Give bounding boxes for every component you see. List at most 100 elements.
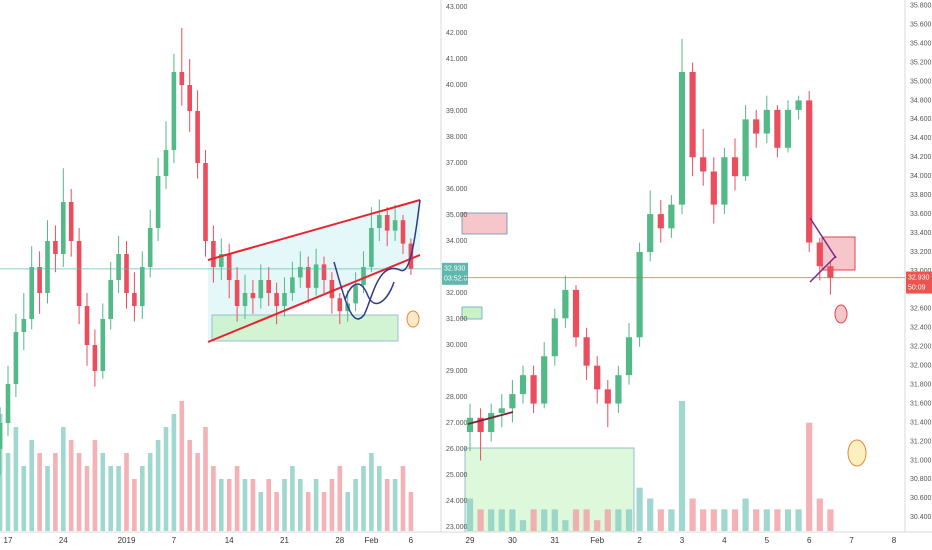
candle-body [753, 119, 760, 134]
candle-body [530, 375, 537, 404]
volume-bar [498, 509, 505, 531]
volume-bar [282, 479, 287, 531]
y-tick-label: 35.800 [910, 3, 932, 10]
volume-bar [37, 453, 42, 531]
volume-bar [668, 509, 675, 531]
trend-line [207, 254, 421, 343]
volume-bar [689, 498, 696, 531]
x-tick-label: 21 [280, 536, 289, 545]
candle-body [572, 289, 580, 338]
marker-circle [406, 310, 420, 328]
volume-bar [763, 509, 770, 531]
volume-bar [488, 509, 495, 531]
x-tick-label: 8 [892, 536, 897, 545]
volume-bar [710, 509, 717, 531]
y-tick-label: 26.000 [446, 446, 468, 453]
x-tick-label: 24 [59, 536, 68, 545]
volume-bar [219, 479, 224, 531]
candle-body [171, 72, 177, 151]
y-tick-label: 36.000 [446, 186, 468, 193]
candle-body [509, 394, 516, 409]
candle-body [61, 202, 66, 255]
x-tick-label: 6 [409, 536, 414, 545]
y-tick-label: 32.600 [910, 306, 932, 313]
candle-body [784, 109, 792, 148]
candle-body [657, 214, 664, 229]
y-tick-label: 38.000 [446, 134, 468, 141]
candle-body [710, 171, 717, 205]
volume-bar [353, 479, 358, 531]
volume-bar [61, 427, 66, 531]
y-tick-label: 31.400 [910, 419, 932, 426]
y-tick-label: 24.000 [446, 498, 468, 505]
x-tick-label: 7 [849, 536, 854, 545]
candle-body [742, 119, 749, 177]
x-tick-label: 2019 [118, 536, 136, 545]
x-tick-label: 30 [508, 536, 517, 545]
volume-bar [21, 466, 27, 531]
candle-body [337, 298, 343, 312]
y-tick-label: 35.200 [910, 59, 932, 66]
candle-body [76, 241, 82, 307]
candle-body [124, 254, 129, 294]
y-tick-label: 33.400 [910, 230, 932, 237]
volume-bar [721, 509, 728, 531]
volume-bar [827, 509, 834, 531]
candle-body [615, 375, 622, 404]
volume-bar [274, 492, 279, 531]
y-tick-label: 42.000 [446, 30, 468, 37]
y-tick-label: 37.000 [446, 160, 468, 167]
candle-body [53, 241, 58, 255]
volume-bar [384, 479, 390, 531]
last-price-label: 32.930 [444, 266, 466, 273]
candle-body [604, 389, 611, 404]
candle-body [647, 214, 654, 252]
candle-body [242, 293, 248, 307]
volume-bar [784, 509, 792, 531]
candle-body [377, 215, 382, 229]
volume-bar [234, 466, 240, 531]
volume-bar [377, 466, 382, 531]
candle-body [636, 252, 643, 338]
volume-bar [116, 466, 121, 531]
candle-body [132, 293, 137, 307]
pattern-line [809, 255, 837, 283]
volume-bar [408, 492, 414, 531]
candle-body [763, 109, 770, 134]
volume-bar [572, 509, 580, 531]
y-tick-label: 27.000 [446, 420, 468, 427]
volume-bar [583, 509, 590, 531]
volume-bar [211, 466, 216, 531]
volume-bar [329, 479, 335, 531]
forecast-curve [333, 199, 421, 320]
countdown: 50:09 [908, 284, 926, 291]
volume-bar [84, 466, 90, 531]
drawings-front [207, 199, 867, 467]
candle-body [700, 157, 707, 172]
candle-body [298, 267, 303, 278]
volume-bar [68, 440, 74, 531]
volume-bar [0, 414, 3, 531]
candle-body [305, 267, 311, 288]
volume-bar [179, 401, 185, 531]
volume-bar [774, 509, 781, 531]
x-tick-label: 3 [680, 536, 685, 545]
candle-body [155, 176, 161, 229]
volume-bar [76, 453, 82, 531]
candle-body [466, 417, 474, 432]
x-tick-label: 6 [807, 536, 812, 545]
y-tick-label: 35.000 [446, 212, 468, 219]
marks: 43.000 42.000 41.000 40.000 39.000 38.000 37.0… [0, 3, 932, 545]
volume-bar [13, 427, 19, 531]
candle-body [108, 280, 113, 320]
volume-bar [678, 401, 686, 531]
volume-bar [250, 479, 256, 531]
volume-bar [519, 520, 527, 531]
volume-bar [226, 479, 232, 531]
candle-body [37, 267, 42, 294]
candle-body [827, 266, 834, 278]
candle-body [353, 285, 358, 304]
candle-body [731, 157, 739, 177]
volume-bar [466, 498, 474, 531]
